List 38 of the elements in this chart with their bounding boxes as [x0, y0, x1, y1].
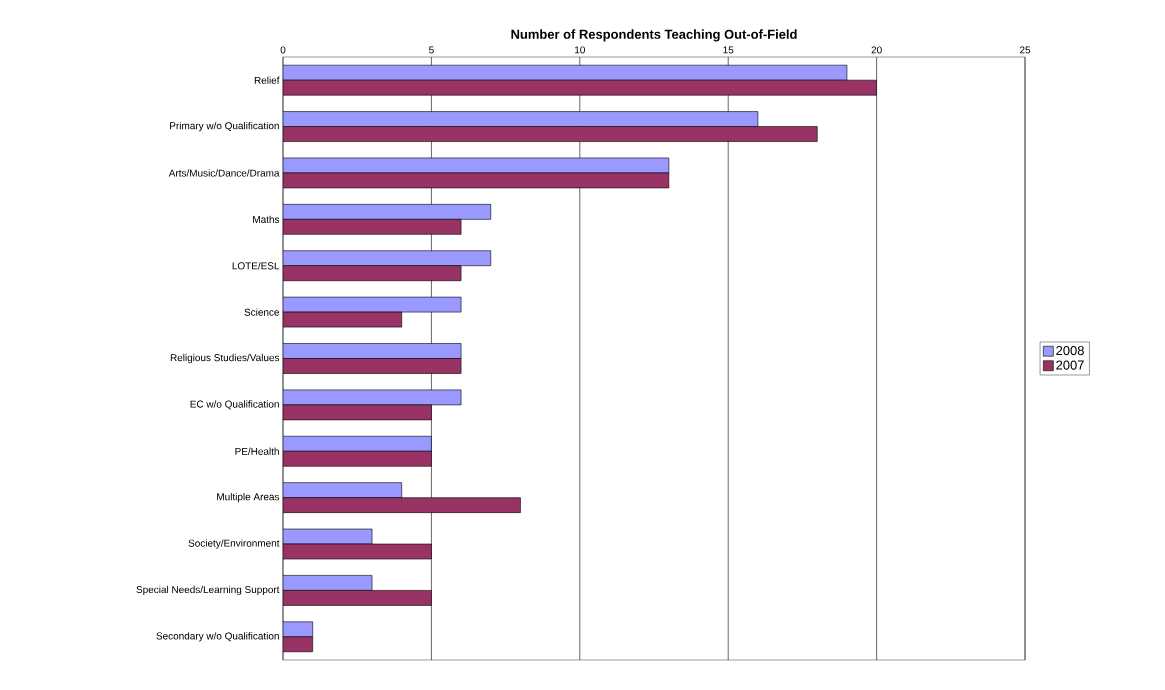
bar — [283, 64, 848, 81]
bar — [283, 219, 462, 235]
y-tick-label: Science — [244, 308, 280, 316]
y-tick-label: Multiple Areas — [217, 493, 280, 503]
bar — [283, 435, 432, 452]
bar — [283, 575, 373, 591]
bar — [283, 111, 759, 127]
y-tick-label: Religious Studies/Values — [170, 353, 280, 364]
bar — [283, 450, 432, 467]
y-tick-label: Society/Environment — [188, 539, 280, 549]
y-tick-label: Maths — [253, 215, 280, 223]
legend-label: 2007 — [1056, 360, 1084, 370]
x-tick-label: 10 — [575, 46, 585, 54]
bar — [283, 343, 462, 359]
bar — [283, 250, 492, 267]
x-tick-label: 25 — [1019, 46, 1031, 54]
x-tick-label: 15 — [723, 46, 734, 54]
y-tick-label: Primary w/o Qualification — [170, 121, 279, 132]
x-tick-label: 20 — [871, 46, 882, 54]
legend-label: 2008 — [1056, 345, 1084, 356]
bar — [283, 497, 521, 513]
bar — [283, 126, 818, 142]
x-tick-label: 5 — [429, 46, 434, 54]
bar — [283, 482, 403, 498]
bar — [283, 590, 432, 606]
chart-title: Number of Respondents Teaching Out-of-Field — [511, 29, 797, 42]
y-tick-label: PE/Health — [235, 447, 279, 455]
y-tick-label: Special Needs/Learning Support — [136, 585, 280, 596]
x-tick-label: 0 — [280, 46, 286, 54]
y-tick-label: LOTE/ESL — [232, 262, 280, 270]
bar — [283, 265, 462, 282]
bar — [283, 79, 877, 96]
y-tick-label: Secondary w/o Qualification — [156, 632, 279, 642]
bar — [283, 358, 462, 374]
bar — [283, 204, 492, 220]
y-tick-label: Arts/Music/Dance/Drama — [168, 169, 280, 177]
y-tick-label: Relief — [254, 76, 280, 84]
y-tick-label: EC w/o Qualification — [190, 400, 279, 410]
